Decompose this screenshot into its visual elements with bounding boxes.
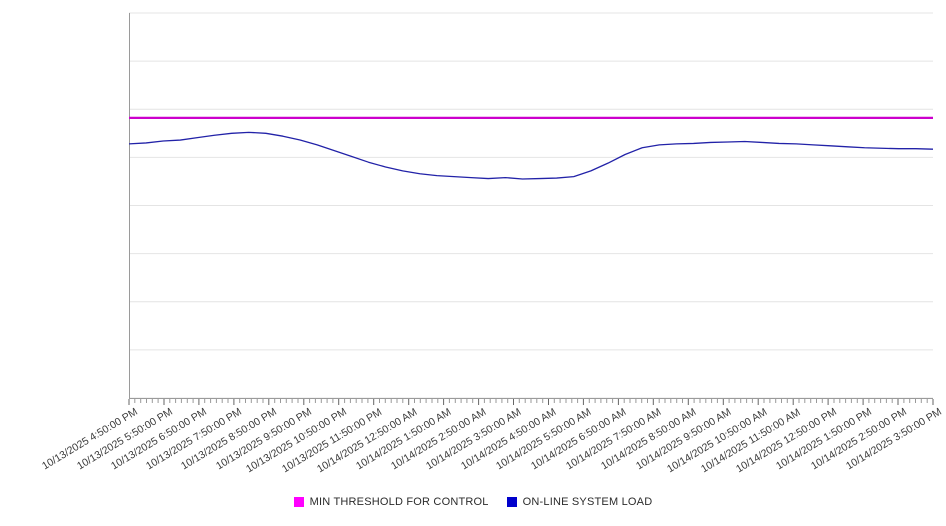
chart-legend: MIN THRESHOLD FOR CONTROL ON-LINE SYSTEM … bbox=[0, 496, 946, 508]
legend-label: MIN THRESHOLD FOR CONTROL bbox=[309, 496, 489, 508]
legend-label: ON-LINE SYSTEM LOAD bbox=[522, 496, 653, 508]
legend-item[interactable]: MIN THRESHOLD FOR CONTROL bbox=[293, 496, 489, 508]
legend-color-swatch bbox=[293, 497, 304, 507]
legend-item[interactable]: ON-LINE SYSTEM LOAD bbox=[506, 496, 653, 508]
gridlines bbox=[129, 12, 933, 399]
x-axis-ticks bbox=[128, 399, 934, 405]
legend-color-swatch bbox=[506, 497, 517, 507]
series-on-line-system-load bbox=[128, 131, 934, 180]
